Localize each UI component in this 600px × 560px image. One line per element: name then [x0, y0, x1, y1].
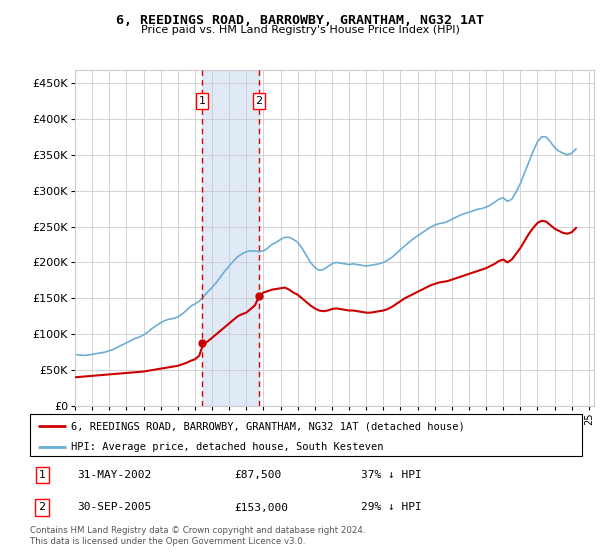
- Text: 31-MAY-2002: 31-MAY-2002: [77, 470, 151, 480]
- Text: 1: 1: [38, 470, 46, 480]
- Text: 2: 2: [256, 96, 263, 106]
- Text: Price paid vs. HM Land Registry's House Price Index (HPI): Price paid vs. HM Land Registry's House …: [140, 25, 460, 35]
- Text: £153,000: £153,000: [234, 502, 288, 512]
- Text: HPI: Average price, detached house, South Kesteven: HPI: Average price, detached house, Sout…: [71, 442, 384, 452]
- Text: 1: 1: [199, 96, 206, 106]
- Text: £87,500: £87,500: [234, 470, 281, 480]
- Text: 29% ↓ HPI: 29% ↓ HPI: [361, 502, 422, 512]
- Text: 37% ↓ HPI: 37% ↓ HPI: [361, 470, 422, 480]
- Text: 6, REEDINGS ROAD, BARROWBY, GRANTHAM, NG32 1AT (detached house): 6, REEDINGS ROAD, BARROWBY, GRANTHAM, NG…: [71, 421, 465, 431]
- Bar: [202, 70, 259, 406]
- Text: Contains HM Land Registry data © Crown copyright and database right 2024.
This d: Contains HM Land Registry data © Crown c…: [30, 526, 365, 546]
- Text: 2: 2: [38, 502, 46, 512]
- Text: 30-SEP-2005: 30-SEP-2005: [77, 502, 151, 512]
- Text: 6, REEDINGS ROAD, BARROWBY, GRANTHAM, NG32 1AT: 6, REEDINGS ROAD, BARROWBY, GRANTHAM, NG…: [116, 14, 484, 27]
